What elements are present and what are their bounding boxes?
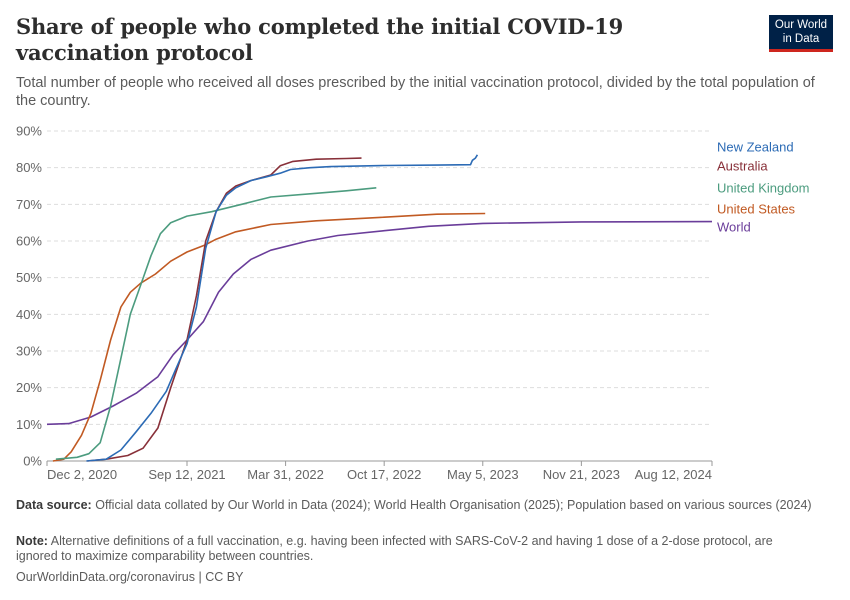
- y-tick-label: 20%: [16, 380, 42, 395]
- y-tick-label: 10%: [16, 417, 42, 432]
- note-label: Note:: [16, 534, 48, 548]
- legend-label: Australia: [717, 159, 768, 174]
- legend-label: World: [717, 220, 751, 235]
- series-lines: [46, 154, 713, 462]
- x-tick-label: Nov 21, 2023: [543, 467, 620, 482]
- chart-title: Share of people who completed the initia…: [16, 14, 623, 65]
- y-tick-label: 40%: [16, 307, 42, 322]
- y-tick-label: 30%: [16, 344, 42, 359]
- y-tick-label: 70%: [16, 197, 42, 212]
- x-tick-label: May 5, 2023: [447, 467, 519, 482]
- data-source-text: Official data collated by Our World in D…: [95, 498, 812, 512]
- note-text: Alternative definitions of a full vaccin…: [16, 534, 773, 563]
- chart-subtitle: Total number of people who received all …: [16, 75, 815, 109]
- data-source-label: Data source:: [16, 498, 92, 512]
- legend: New Zealand Australia United Kingdom United…: [717, 140, 810, 235]
- owid-logo[interactable]: Our World in Data: [769, 15, 833, 52]
- y-tick-label: 50%: [16, 270, 42, 285]
- legend-label: New Zealand: [717, 140, 794, 155]
- x-tick-label: Mar 31, 2022: [247, 467, 324, 482]
- x-axis: Dec 2, 2020 Sep 12, 2021 Mar 31, 2022 Oct 1…: [46, 460, 713, 482]
- y-tick-label: 90%: [16, 124, 42, 139]
- grid-lines: [47, 130, 712, 425]
- series-line: [52, 212, 486, 462]
- y-tick-label: 60%: [16, 234, 42, 249]
- x-tick-label: Dec 2, 2020: [47, 467, 117, 482]
- series-line: [46, 220, 713, 426]
- logo-line-1: Our World: [774, 19, 828, 31]
- logo-line-2: in Data: [782, 33, 820, 45]
- series-line: [55, 187, 377, 460]
- series-line: [86, 154, 479, 462]
- y-tick-label: 0%: [23, 454, 42, 469]
- x-tick-label: Sep 12, 2021: [148, 467, 225, 482]
- series-line: [87, 157, 362, 462]
- x-tick-label: Oct 17, 2022: [347, 467, 421, 482]
- y-axis-ticks: 0% 10% 20% 30% 40% 50% 60% 70% 80% 90%: [16, 124, 42, 469]
- chart-note: Note: Alternative definitions of a full …: [16, 534, 816, 564]
- legend-label: United States: [717, 202, 796, 217]
- source-url[interactable]: OurWorldinData.org/coronavirus | CC BY: [16, 570, 244, 584]
- legend-label: United Kingdom: [717, 181, 810, 196]
- x-tick-label: Aug 12, 2024: [635, 467, 712, 482]
- logo-accent-bar: [769, 49, 833, 52]
- y-tick-label: 80%: [16, 160, 42, 175]
- data-source: Data source: Official data collated by O…: [16, 498, 816, 513]
